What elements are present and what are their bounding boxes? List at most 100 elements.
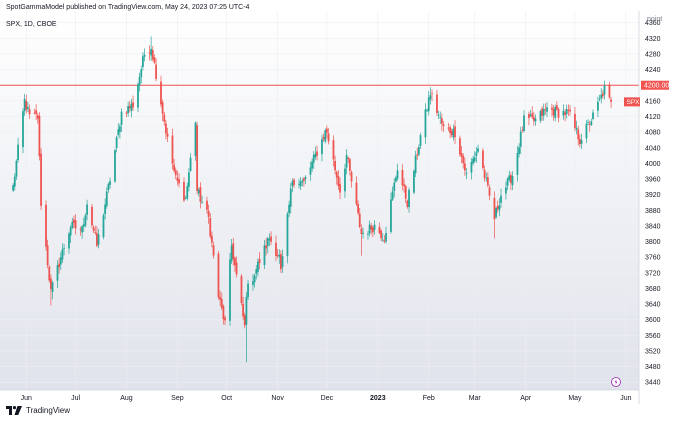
- candle-body: [518, 147, 520, 154]
- candle-body: [232, 243, 235, 260]
- candle-body: [46, 245, 49, 266]
- candle-body: [94, 232, 97, 234]
- candle-body: [523, 115, 525, 132]
- candle-body: [436, 94, 438, 113]
- ref-price-tag: 4200.00: [641, 80, 669, 90]
- y-tick-label: 4000: [645, 161, 661, 168]
- candle-body: [194, 122, 197, 156]
- y-tick-label: 4040: [645, 145, 661, 152]
- candle-body: [357, 203, 360, 214]
- y-tick-label: 3600: [645, 317, 661, 324]
- candle-body: [312, 154, 315, 163]
- candle-body: [500, 195, 502, 203]
- candle-body: [542, 108, 545, 116]
- candle-body: [234, 257, 236, 266]
- candle-body: [327, 133, 330, 142]
- candle-body: [255, 269, 258, 274]
- candle-body: [138, 76, 141, 86]
- candlestick-chart-svg[interactable]: 3440 3480 3520 3560 3600 3640 3680 3720 3760 3800…: [0, 11, 679, 404]
- candle-body: [304, 177, 307, 179]
- candle-body: [541, 108, 543, 116]
- candle-body: [288, 204, 291, 214]
- y-tick-label: 3680: [645, 286, 661, 293]
- candle-body: [345, 155, 348, 168]
- candle-body: [35, 110, 38, 114]
- candle-body: [140, 69, 143, 77]
- candle-body: [155, 64, 157, 79]
- price-chart[interactable]: 3440 3480 3520 3560 3600 3640 3680 3720 3760 3800…: [0, 11, 679, 404]
- x-tick-label: 2023: [370, 395, 386, 402]
- lightning-icon[interactable]: [611, 377, 621, 387]
- candle-body: [286, 213, 289, 257]
- candle-body: [488, 187, 491, 196]
- candle-body: [176, 177, 179, 182]
- candle-body: [406, 200, 409, 207]
- candle-body: [298, 183, 300, 185]
- candle-body: [291, 181, 294, 187]
- x-tick-label: Jul: [71, 395, 80, 402]
- candle-body: [281, 256, 284, 268]
- x-tick-label: Dec: [321, 395, 334, 402]
- candle-body: [125, 112, 128, 114]
- candle-body: [575, 127, 578, 130]
- candle-body: [266, 238, 269, 247]
- candle-body: [419, 135, 422, 146]
- footer-brand: TradingView: [26, 406, 71, 415]
- tradingview-logo-icon[interactable]: [6, 406, 22, 415]
- candle-body: [496, 205, 499, 209]
- candle-body: [25, 101, 28, 110]
- y-tick-label: 4120: [645, 114, 661, 121]
- candle-body: [477, 148, 479, 152]
- candle-body: [211, 235, 213, 243]
- price-axis[interactable]: 3440 3480 3520 3560 3600 3640 3680 3720 3760 3800…: [645, 20, 661, 386]
- candle-body: [473, 157, 476, 162]
- y-tick-label: 4240: [645, 67, 661, 74]
- candle-body: [50, 278, 52, 290]
- plot-background: [0, 11, 639, 390]
- y-tick-label: 3440: [645, 380, 661, 387]
- last-price-tag: SPX: [624, 97, 640, 107]
- candle-body: [263, 245, 266, 265]
- time-axis[interactable]: Jun Jul Aug Sep Oct Nov Dec 2023 Feb Mar Apr May Jun: [21, 395, 632, 402]
- candle-body: [440, 118, 443, 124]
- candle-body: [324, 130, 327, 142]
- candle-body: [600, 94, 603, 99]
- y-tick-label: 3920: [645, 192, 661, 199]
- candle-body: [355, 182, 358, 205]
- candle-body: [28, 109, 31, 115]
- candle-body: [183, 182, 185, 201]
- candle-body: [301, 180, 304, 183]
- candle-body: [449, 127, 451, 133]
- candle-body: [302, 178, 305, 181]
- candle-body: [63, 248, 65, 250]
- candle-body: [127, 106, 130, 113]
- candle-body: [531, 113, 534, 118]
- candle-body: [61, 249, 64, 260]
- candle-body: [347, 157, 350, 160]
- candle-body: [12, 185, 15, 191]
- candle-body: [610, 99, 612, 102]
- candle-body: [509, 175, 512, 184]
- candle-body: [416, 154, 419, 156]
- candle-body: [109, 181, 111, 185]
- candle-body: [38, 115, 41, 157]
- candle-body: [212, 245, 215, 256]
- candle-body: [279, 254, 282, 270]
- candle-body: [463, 163, 466, 171]
- candle-body: [33, 112, 36, 114]
- candle-body: [58, 263, 61, 268]
- candle-body: [325, 128, 328, 133]
- x-tick-label: Apr: [520, 395, 532, 402]
- candle-body: [151, 50, 154, 60]
- candle-body: [196, 125, 199, 191]
- x-tick-label: Nov: [271, 395, 284, 402]
- candle-body: [401, 169, 404, 186]
- candle-body: [598, 98, 601, 100]
- y-tick-label: 3480: [645, 364, 661, 371]
- candle-body: [316, 151, 318, 156]
- candle-body: [555, 105, 558, 110]
- candle-body: [337, 176, 340, 187]
- candle-body: [163, 114, 166, 122]
- candle-body: [220, 299, 223, 308]
- candle-body: [394, 177, 397, 182]
